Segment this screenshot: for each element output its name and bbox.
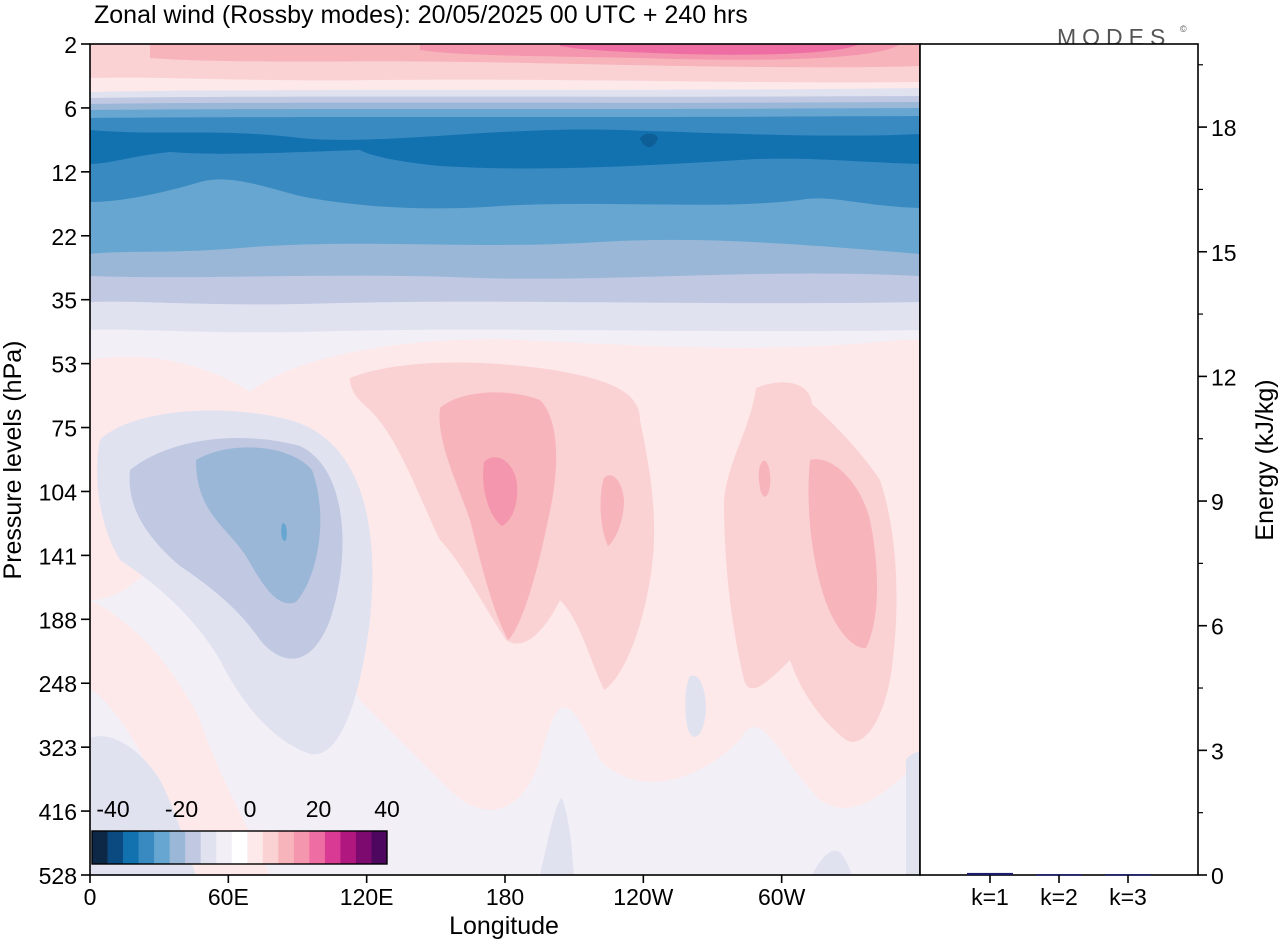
y-tick-label: 528 [39,863,77,889]
colorbar-label: 40 [374,796,400,822]
colorbar-swatch [262,831,279,864]
contour-pos-anom-c2 [808,459,878,649]
longitude-axis: 0 60E 120E 180 120W 60W [84,875,806,910]
y-tick-label: 323 [39,735,77,761]
energy-tick-label: 15 [1211,240,1237,266]
y-tick-label: 248 [39,671,77,697]
contour-neg-anom-3 [196,447,321,604]
y-tick-label: 416 [39,799,77,825]
colorbar-swatch [247,831,264,864]
energy-bar [967,872,1013,875]
colorbar-label: -40 [96,796,129,822]
energy-tick-label: 0 [1211,863,1224,889]
energy-tick-label: 3 [1211,738,1224,764]
colorbar-frame [91,830,388,865]
x-tick-label: 180 [486,884,524,910]
x-tick-label: 0 [84,884,97,910]
y-axis-label: Pressure levels (hPa) [0,341,27,580]
colorbar-swatch [231,831,248,864]
contour-neg-patch-small [685,675,706,737]
colorbar-label: -20 [165,796,198,822]
colorbar-swatch [324,831,341,864]
colorbar-swatch [278,831,295,864]
energy-bar [1105,874,1151,876]
x-tick-label: 60E [208,884,249,910]
energy-tick-label: 18 [1211,115,1237,141]
contour-neg-patch-right [812,850,852,875]
energy-tick-label: 9 [1211,489,1224,515]
energy-bars: k=1 k=2 k=3 [967,872,1151,910]
energy-tick-label: 12 [1211,364,1237,390]
y-tick-label: 22 [51,224,77,250]
colorbar-swatch [216,831,233,864]
x-tick-label: 60W [758,884,806,910]
energy-category-label: k=3 [1109,884,1147,910]
colorbar-swatch [107,831,124,864]
energy-bar [1036,874,1082,876]
colorbar-swatch [200,831,217,864]
x-axis-label: Longitude [449,912,559,940]
energy-axis: 0 3 6 9 12 15 18 [1198,64,1237,889]
x-tick-label: 120E [340,884,394,910]
x-tick-label: 120W [613,884,673,910]
colorbar-swatch [293,831,310,864]
contour-band-7 [640,133,658,147]
contour-neg-patch-edge [906,752,920,875]
colorbar-swatch [92,831,108,864]
colorbar-swatch [123,831,139,864]
y-tick-label: 2 [64,32,77,58]
energy-category-label: k=2 [1040,884,1078,910]
logo-copyright-mark: © [1180,24,1187,34]
colorbar-swatch [185,831,202,864]
contour-neg-patch-mid [540,798,574,875]
contour-band-6 [90,129,920,169]
chart-title: Zonal wind (Rossby modes): 20/05/2025 00… [94,1,748,29]
y-tick-label: 12 [51,160,77,186]
y-tick-label: 6 [64,96,77,122]
y-tick-label: 141 [39,543,77,569]
colorbar-label: 20 [306,796,332,822]
energy-panel [919,43,1199,876]
colorbar-swatch [355,831,372,864]
colorbar-swatch [154,831,171,864]
contour-positive-haze-low [90,600,270,875]
contour-pos-anom-a3 [483,457,518,526]
contour-field [90,44,920,875]
colorbar-swatch [340,831,357,864]
colorbar-swatch [169,831,186,864]
colorbar-swatch [138,831,155,864]
y-tick-label: 104 [39,479,78,505]
contour-neg-anom-4 [281,523,287,541]
y-tick-label: 188 [39,607,77,633]
contour-cap-4 [560,44,860,55]
colorbar-swatch [371,831,388,864]
energy-axis-label: Energy (kJ/kg) [1251,379,1279,540]
contour-pos-anom-b [600,475,624,546]
energy-tick-label: 6 [1211,614,1224,640]
contour-pos-anom-c3 [758,460,771,497]
y-tick-label: 75 [51,416,77,442]
colorbar: -40 -20 0 20 40 [91,796,400,865]
y-tick-label: 53 [51,352,77,378]
pressure-axis: 2 6 12 22 35 53 75 104 141 188 248 323 416 528 [39,32,90,889]
energy-category-label: k=1 [971,884,1009,910]
y-tick-label: 35 [51,288,77,314]
colorbar-label: 0 [244,796,257,822]
colorbar-swatch [309,831,326,864]
